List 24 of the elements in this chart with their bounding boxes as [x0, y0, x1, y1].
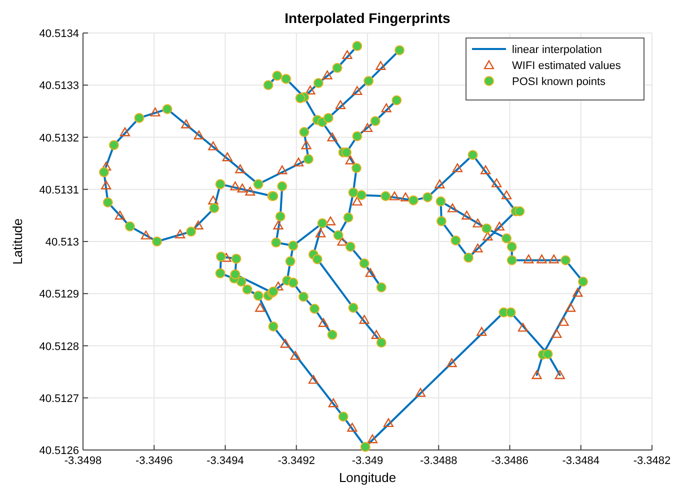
x-axis-title: Longitude	[338, 470, 396, 485]
y-tick-label: 40.5131	[39, 184, 79, 196]
y-tick-label: 40.513	[45, 236, 79, 248]
x-tick-label: -3.3494	[206, 455, 244, 467]
x-tick-label: -3.3486	[491, 455, 528, 467]
x-tick-label: -3.349	[352, 455, 384, 467]
y-tick-label: 40.5127	[39, 392, 79, 405]
legend-label: POSI known points	[512, 76, 606, 88]
y-tick-label: 40.5132	[39, 132, 79, 144]
x-tick-label: -3.3496	[135, 455, 173, 467]
y-tick-label: 40.5129	[39, 288, 79, 301]
chart-title: Interpolated Fingerprints	[284, 10, 451, 26]
y-tick-label: 40.5133	[39, 80, 79, 92]
legend-label: linear interpolation	[512, 44, 602, 56]
x-tick-label: -3.3484	[562, 455, 600, 467]
x-tick-label: -3.3492	[278, 455, 316, 467]
y-tick-label: 40.5128	[39, 340, 79, 353]
x-tick-label: -3.3498	[64, 455, 102, 467]
y-tick-label: 40.5134	[39, 28, 79, 40]
x-tick-label: -3.3482	[633, 455, 671, 467]
x-tick-label: -3.3488	[420, 455, 458, 467]
y-axis-title: Latitude	[10, 218, 25, 265]
legend-label: WIFI estimated values	[512, 60, 622, 72]
y-tick-label: 40.5126	[39, 445, 79, 457]
